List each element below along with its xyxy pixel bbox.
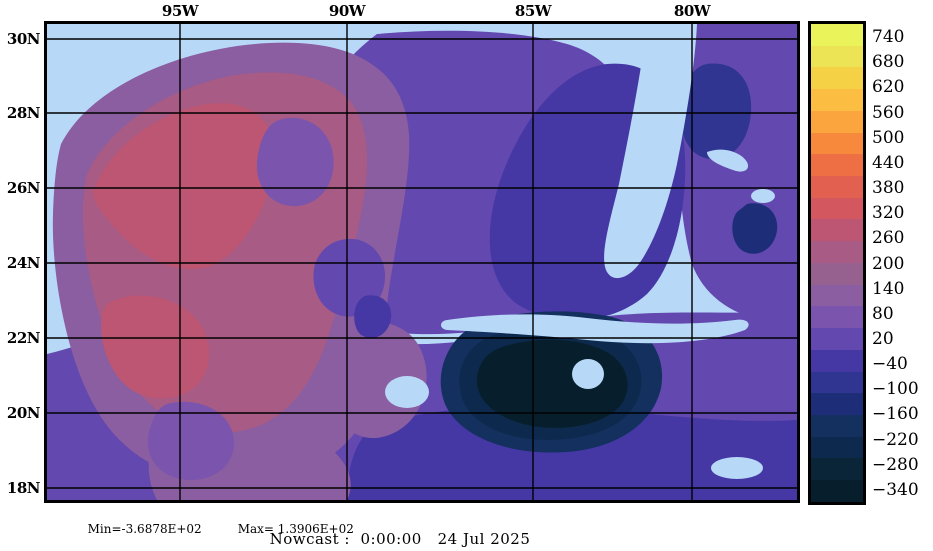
colorbar-band-14 — [811, 328, 863, 350]
colorbar-label-80: 80 — [872, 303, 894, 324]
colorbar-label-20: 20 — [872, 328, 894, 349]
colorbar-band-9 — [811, 219, 863, 242]
footer-timestamp: Nowcast : 0:00:00 24 Jul 2025 — [269, 530, 531, 548]
colorbar-band-1 — [811, 45, 863, 68]
map-gridlines — [47, 24, 797, 500]
region-indigo-south — [347, 405, 797, 500]
colorbar-band-4 — [811, 110, 863, 133]
colorbar-band-20 — [811, 458, 863, 481]
lon-label-90w: 90W — [328, 2, 366, 20]
colorbar-label-740: 740 — [872, 27, 905, 48]
colorbar-band-0 — [811, 24, 863, 46]
lat-label-22n: 22N — [6, 329, 41, 347]
lat-label-28n: 28N — [6, 104, 41, 122]
lon-label-95w: 95W — [161, 2, 199, 20]
lat-label-24n: 24N — [6, 254, 41, 272]
colorbar-label-260: 260 — [872, 228, 905, 249]
region-bahamas-nodata — [707, 149, 749, 172]
region-indigo-patch-ne — [679, 63, 752, 160]
colorbar-label-680: 680 — [872, 52, 905, 73]
colorbar-band-13 — [811, 306, 863, 329]
lat-label-30n: 30N — [6, 30, 41, 48]
colorbar-band-12 — [811, 284, 863, 307]
colorbar-band-3 — [811, 89, 863, 111]
lon-label-80w: 80W — [673, 2, 711, 20]
region-mexico-violet-blob-3 — [354, 295, 392, 338]
region-mexico-mauve-2 — [93, 103, 275, 270]
colorbar-band-18 — [811, 414, 863, 437]
colorbar-label-neg220: −220 — [872, 429, 919, 450]
colorbar-label-neg340: −340 — [872, 479, 919, 500]
colorbar-label-620: 620 — [872, 77, 905, 98]
lon-label-85w: 85W — [514, 2, 552, 20]
colorbar — [808, 21, 866, 505]
lat-label-26n: 26N — [6, 179, 41, 197]
colorbar-label-380: 380 — [872, 178, 905, 199]
region-mexico-violet-blob-4 — [147, 401, 235, 480]
colorbar-label-560: 560 — [872, 102, 905, 123]
colorbar-band-8 — [811, 197, 863, 220]
region-cuba-nodata — [441, 314, 749, 344]
region-indigo-patch-e — [732, 203, 778, 254]
colorbar-band-15 — [811, 349, 863, 372]
max-value-label: Max= 1.3906E+02 — [237, 522, 354, 536]
colorbar-label-440: 440 — [872, 152, 905, 173]
contour-map-plot — [44, 21, 800, 503]
region-mexico-violet-blob-1 — [256, 117, 334, 207]
colorbar-band-11 — [811, 262, 863, 285]
colorbar-label-neg40: −40 — [872, 354, 908, 375]
colorbar-band-19 — [811, 436, 863, 459]
colorbar-band-21 — [811, 480, 863, 502]
contour-field — [47, 24, 797, 500]
colorbar-label-neg160: −160 — [872, 404, 919, 425]
colorbar-label-200: 200 — [872, 253, 905, 274]
region-mexico-south-tail — [333, 320, 427, 439]
colorbar-band-6 — [811, 154, 863, 177]
colorbar-band-16 — [811, 371, 863, 394]
colorbar-band-10 — [811, 241, 863, 263]
region-mexico-mauve-3 — [101, 295, 210, 399]
colorbar-label-140: 140 — [872, 278, 905, 299]
colorbar-label-320: 320 — [872, 203, 905, 224]
colorbar-band-5 — [811, 132, 863, 155]
region-florida-nodata — [604, 24, 697, 279]
colorbar-label-neg100: −100 — [872, 379, 919, 400]
region-bay-nodata — [385, 376, 429, 408]
region-nodata-hole — [572, 359, 604, 389]
minmax-annotation: Min=-3.6878E+02 Max= 1.3906E+02 — [44, 508, 800, 536]
lat-label-18n: 18N — [6, 479, 41, 497]
colorbar-band-7 — [811, 176, 863, 198]
colorbar-band-2 — [811, 67, 863, 90]
region-bahamas-speck-2 — [751, 189, 775, 203]
lat-label-20n: 20N — [6, 404, 41, 422]
colorbar-label-500: 500 — [872, 127, 905, 148]
region-jamaica-nodata — [711, 457, 763, 479]
colorbar-band-17 — [811, 393, 863, 415]
colorbar-label-neg280: −280 — [872, 454, 919, 475]
min-value-label: Min=-3.6878E+02 — [87, 522, 202, 536]
